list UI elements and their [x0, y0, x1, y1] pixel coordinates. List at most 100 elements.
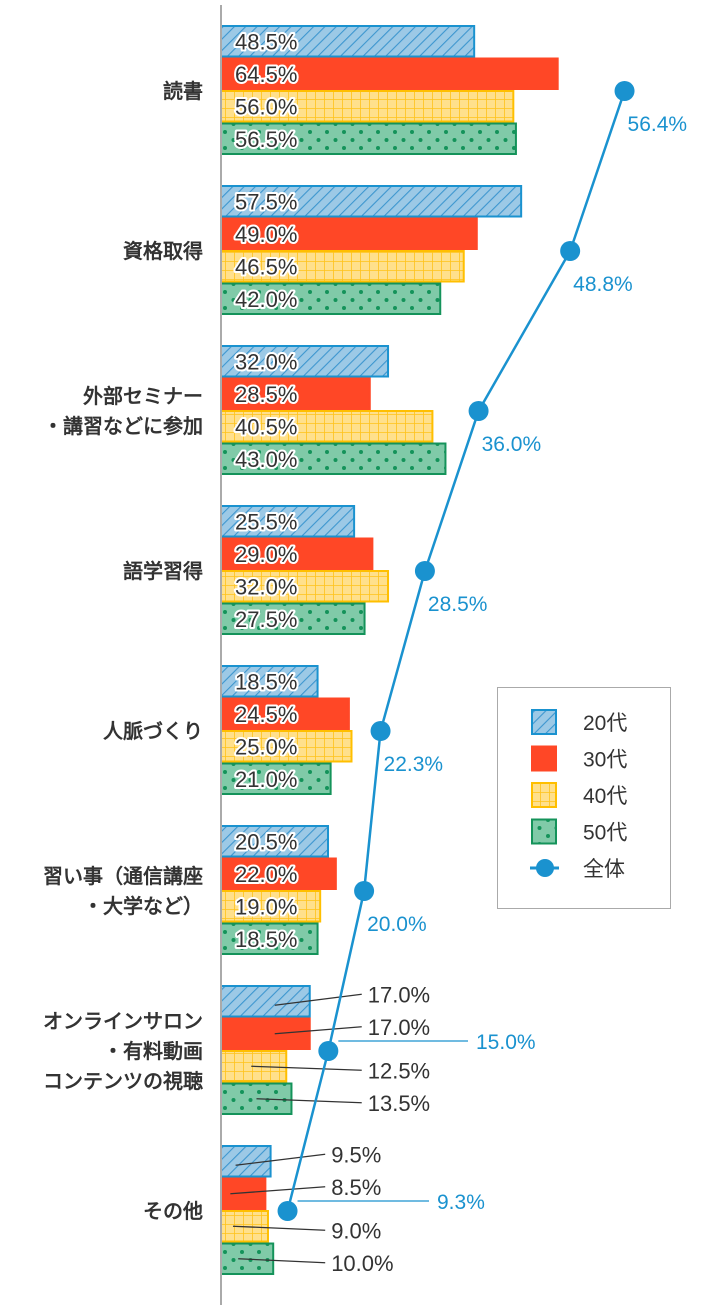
bar-value-label: 29.0%	[235, 542, 297, 567]
bar-value-label: 64.5%	[235, 62, 297, 87]
bar-value-label: 57.5%	[235, 189, 297, 214]
bar-40代	[220, 250, 465, 283]
bar-value-label: 32.0%	[235, 574, 297, 599]
category-label: 外部セミナー	[83, 384, 203, 408]
legend-swatch	[531, 745, 557, 772]
category-label: ・大学など）	[83, 894, 203, 918]
bar-value-label: 32.0%	[235, 349, 297, 374]
bar-value-label: 17.0%	[368, 982, 430, 1007]
leader-line	[274, 993, 362, 1006]
bar-50代	[220, 1082, 293, 1115]
bar-30代	[220, 537, 374, 570]
bar-value-label: 42.0%	[235, 287, 297, 312]
bar-50代	[220, 122, 517, 155]
total-value-label: 22.3%	[384, 753, 444, 776]
bar-value-label: 18.5%	[235, 927, 297, 952]
bar-50代	[220, 442, 447, 475]
bar-value-label: 46.5%	[235, 254, 297, 279]
category-label: 習い事（通信講座	[43, 864, 203, 888]
legend-label: 全体	[583, 858, 625, 881]
legend-label: 40代	[583, 785, 627, 808]
legend-box	[497, 687, 671, 909]
bar-20代	[220, 505, 356, 538]
category-label: ・講習などに参加	[43, 414, 203, 438]
bar-40代	[220, 410, 434, 443]
bar-value-label: 9.0%	[331, 1218, 381, 1243]
bar-value-label: 12.5%	[368, 1058, 430, 1083]
total-point	[318, 1041, 339, 1061]
total-point	[277, 1201, 298, 1221]
bar-value-label: 27.5%	[235, 607, 297, 632]
total-value-label: 9.3%	[437, 1191, 485, 1214]
total-value-label: 15.0%	[476, 1031, 536, 1054]
total-point	[354, 881, 375, 901]
legend-label: 50代	[583, 822, 627, 845]
total-value-label: 48.8%	[573, 273, 633, 296]
category-label: コンテンツの視聴	[43, 1069, 203, 1093]
leader-line	[274, 1026, 362, 1035]
bar-value-label: 22.0%	[235, 862, 297, 887]
total-point	[414, 561, 435, 581]
bar-value-label: 56.0%	[235, 94, 297, 119]
bar-30代	[220, 1017, 311, 1050]
legend-swatch	[531, 709, 557, 735]
total-value-label: 56.4%	[628, 113, 688, 136]
bar-40代	[220, 730, 353, 763]
category-label: その他	[143, 1199, 203, 1223]
category-label: 資格取得	[123, 239, 203, 263]
bar-value-label: 9.5%	[331, 1142, 381, 1167]
total-value-label: 20.0%	[367, 913, 427, 936]
bar-40代	[220, 890, 322, 923]
category-label: オンラインサロン	[43, 1011, 203, 1033]
bar-value-label: 18.5%	[235, 669, 297, 694]
leader-line	[230, 1186, 326, 1195]
total-point	[370, 721, 391, 741]
total-value-label: 36.0%	[482, 433, 542, 456]
legend-label: 30代	[583, 749, 627, 772]
category-label: ・有料動画	[103, 1039, 203, 1063]
leader-line	[256, 1098, 362, 1104]
bar-value-label: 21.0%	[235, 767, 297, 792]
total-point	[614, 81, 635, 101]
legend-swatch	[531, 782, 557, 808]
bar-value-label: 25.5%	[235, 509, 297, 534]
leader-line	[251, 1065, 362, 1071]
bar-value-label: 17.0%	[368, 1015, 430, 1040]
bar-value-label: 49.0%	[235, 222, 297, 247]
total-line	[286, 90, 626, 1212]
bar-20代	[220, 185, 523, 218]
bar-value-label: 10.0%	[331, 1251, 393, 1276]
bar-40代	[220, 90, 515, 123]
bar-value-label: 20.5%	[235, 829, 297, 854]
total-point	[560, 241, 581, 261]
legend-label: 20代	[583, 712, 627, 735]
bar-value-label: 13.5%	[368, 1091, 430, 1116]
bar-30代	[220, 857, 337, 890]
leader-line	[235, 1153, 326, 1166]
leader-line	[232, 1225, 326, 1231]
category-label: 人脈づくり	[103, 720, 203, 743]
bar-40代	[220, 1050, 288, 1083]
bar-value-label: 48.5%	[235, 29, 297, 54]
legend-point-swatch	[536, 859, 554, 877]
bar-value-label: 19.0%	[235, 894, 297, 919]
bar-30代	[220, 1177, 267, 1210]
bar-value-label: 24.5%	[235, 702, 297, 727]
bar-value-label: 8.5%	[331, 1175, 381, 1200]
category-label: 語学習得	[123, 559, 203, 583]
bar-value-label: 56.5%	[235, 127, 297, 152]
bar-30代	[220, 57, 559, 90]
bar-50代	[220, 762, 332, 795]
bar-20代	[220, 985, 311, 1018]
leader-line	[238, 1258, 326, 1264]
total-value-label: 28.5%	[428, 593, 488, 616]
bar-value-label: 28.5%	[235, 382, 297, 407]
category-label: 読書	[163, 79, 203, 103]
bar-value-label: 40.5%	[235, 414, 297, 439]
total-point	[468, 401, 489, 421]
legend-swatch	[531, 818, 557, 845]
bar-value-label: 43.0%	[235, 447, 297, 472]
bar-value-label: 25.0%	[235, 734, 297, 759]
